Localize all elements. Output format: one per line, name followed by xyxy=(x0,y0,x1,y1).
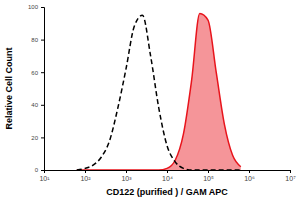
x-tick-mark xyxy=(126,170,127,173)
y-axis-line xyxy=(41,8,45,171)
y-tick-label: 60 xyxy=(31,70,38,76)
histogram-line xyxy=(77,15,241,170)
y-tick-mark xyxy=(41,137,44,138)
x-tick-label: 10⁴ xyxy=(162,175,173,182)
x-tick-mark xyxy=(249,170,250,173)
y-tick-label: 80 xyxy=(31,37,38,43)
x-axis: 10¹ 10² 10³ 10⁴ 10⁵ 10⁶ 10⁷ xyxy=(39,170,296,182)
y-axis: 0 20 40 60 80 100 xyxy=(28,4,45,173)
plot-area xyxy=(77,14,241,170)
x-tick-mark xyxy=(208,170,209,173)
x-axis-title: CD122 (purified ) / GAM APC xyxy=(106,187,228,197)
x-tick-mark xyxy=(167,170,168,173)
histogram-area xyxy=(77,14,241,170)
y-tick-label: 0 xyxy=(35,167,39,173)
x-tick-label: 10⁵ xyxy=(203,175,214,182)
y-tick-label: 40 xyxy=(31,102,38,108)
x-tick-label: 10¹ xyxy=(39,175,50,182)
y-tick: 80 xyxy=(31,37,44,43)
y-tick-mark xyxy=(41,40,44,41)
x-axis-line xyxy=(45,171,291,174)
histogram-outline xyxy=(77,14,241,170)
y-tick-mark xyxy=(41,170,44,171)
x-tick-mark xyxy=(290,170,291,173)
x-tick-label: 10⁷ xyxy=(285,175,296,182)
y-axis-title: Relative Cell Count xyxy=(4,47,14,129)
y-tick: 40 xyxy=(31,102,44,108)
y-tick-mark xyxy=(41,105,44,106)
x-tick: 10¹ xyxy=(39,170,50,182)
x-tick-label: 10³ xyxy=(121,175,132,182)
y-tick: 20 xyxy=(31,135,44,141)
y-tick-mark xyxy=(41,72,44,73)
x-tick: 10⁷ xyxy=(285,170,296,182)
x-tick: 10³ xyxy=(121,170,132,182)
x-tick-label: 10² xyxy=(80,175,91,182)
y-tick: 100 xyxy=(28,4,44,10)
x-tick-label: 10⁶ xyxy=(244,175,255,182)
y-tick-label: 20 xyxy=(31,135,38,141)
x-tick: 10⁶ xyxy=(244,170,255,182)
x-tick: 10² xyxy=(80,170,91,182)
x-tick-mark xyxy=(85,170,86,173)
y-tick: 0 xyxy=(35,167,44,173)
y-tick-label: 100 xyxy=(28,4,39,10)
y-tick: 60 xyxy=(31,70,44,76)
x-tick: 10⁴ xyxy=(162,170,173,182)
chart: 10¹ 10² 10³ 10⁴ 10⁵ 10⁶ 10⁷ 0 20 40 60 80 100 CD122 (… xyxy=(0,0,300,200)
y-tick-mark xyxy=(41,7,44,8)
x-tick: 10⁵ xyxy=(203,170,214,182)
